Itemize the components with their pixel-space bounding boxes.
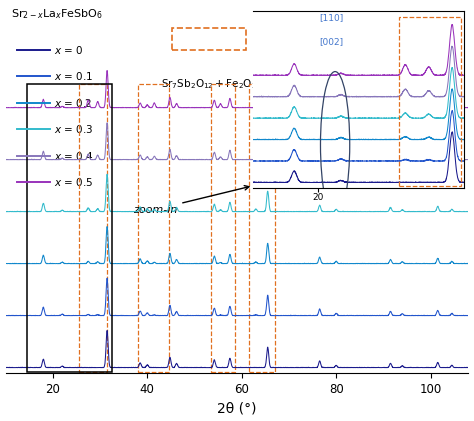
Text: $x$ = 0.2: $x$ = 0.2 — [54, 96, 92, 109]
Bar — [79, 85, 107, 372]
Bar — [172, 28, 246, 50]
Bar — [249, 85, 275, 372]
Bar — [27, 85, 112, 372]
Text: $x$ = 0.4: $x$ = 0.4 — [54, 149, 94, 162]
Text: $x$ = 0.3: $x$ = 0.3 — [54, 123, 93, 135]
Bar — [211, 85, 235, 372]
Text: $\mathrm{Sr_7Sb_2O_{12} + Fe_2O_3}$: $\mathrm{Sr_7Sb_2O_{12} + Fe_2O_3}$ — [161, 77, 257, 91]
Text: $x$ = 0: $x$ = 0 — [54, 44, 84, 56]
Bar — [138, 85, 169, 372]
Text: $\mathrm{Sr}_{2-x}\mathrm{La}_{x}\mathrm{FeSbO}_{6}$: $\mathrm{Sr}_{2-x}\mathrm{La}_{x}\mathrm… — [11, 8, 103, 21]
Text: $x$ = 0.1: $x$ = 0.1 — [54, 70, 93, 82]
X-axis label: 2θ (°): 2θ (°) — [217, 402, 257, 416]
Text: zoom-in: zoom-in — [133, 186, 249, 215]
Text: $x$ = 0.5: $x$ = 0.5 — [54, 176, 93, 188]
